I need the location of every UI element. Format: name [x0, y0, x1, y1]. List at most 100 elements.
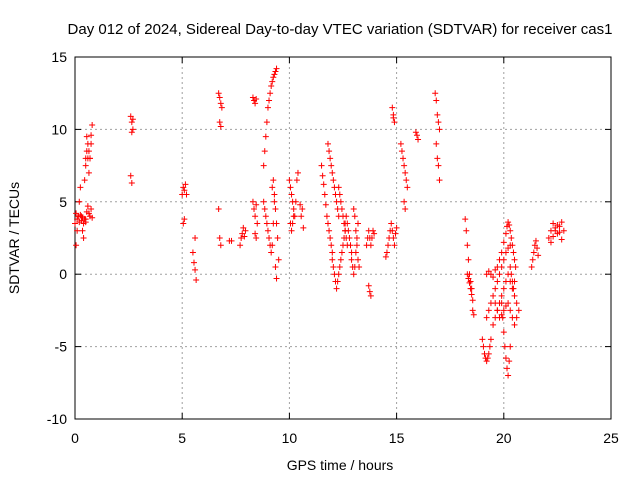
data-point [511, 278, 518, 285]
data-point [251, 206, 258, 213]
data-point [490, 321, 497, 328]
data-point [324, 220, 331, 227]
data-point [413, 132, 420, 139]
data-point [494, 263, 501, 270]
data-point [299, 206, 306, 213]
data-point [300, 224, 307, 231]
data-point [274, 235, 281, 241]
data-point [254, 220, 261, 227]
data-point [129, 126, 136, 133]
data-point [320, 181, 327, 188]
data-point [216, 235, 223, 241]
data-point [510, 249, 517, 256]
data-point [483, 358, 490, 365]
data-point [238, 235, 245, 241]
data-point [470, 311, 477, 318]
data-point [271, 71, 278, 78]
data-point [297, 201, 304, 208]
data-point [249, 198, 256, 205]
x-tick-label: 15 [389, 430, 405, 446]
data-point [269, 242, 276, 249]
data-point [433, 140, 440, 147]
data-point [330, 263, 337, 270]
data-point [508, 271, 515, 278]
data-point [435, 119, 442, 126]
data-point [333, 285, 340, 292]
data-point [290, 213, 297, 220]
data-point [389, 227, 396, 234]
y-tick-label: -5 [55, 339, 68, 355]
data-point [498, 292, 505, 299]
data-point [82, 162, 89, 169]
data-point [353, 242, 360, 249]
data-point [85, 169, 92, 176]
data-point [508, 235, 515, 241]
data-point [385, 242, 392, 249]
data-point [485, 307, 492, 314]
data-point [269, 184, 276, 191]
y-tick-label: -10 [47, 411, 67, 427]
data-point [273, 275, 280, 282]
data-point [88, 132, 95, 139]
data-point [502, 355, 509, 362]
data-point [388, 220, 395, 227]
data-point [83, 133, 90, 140]
data-point [242, 227, 249, 234]
data-point [272, 68, 279, 75]
data-point [465, 256, 472, 263]
y-tick-label: 15 [51, 49, 67, 65]
data-point [323, 213, 330, 220]
data-point [509, 242, 516, 249]
data-point [81, 177, 88, 184]
data-point [393, 224, 400, 231]
data-point [338, 206, 345, 213]
data-point [127, 172, 134, 179]
data-point [500, 239, 507, 246]
data-point [492, 285, 499, 292]
data-point [89, 214, 96, 221]
data-point [366, 288, 373, 295]
data-point [330, 177, 337, 184]
data-point [288, 191, 295, 198]
data-point [272, 263, 279, 270]
data-point [529, 256, 536, 263]
data-point [556, 229, 563, 236]
data-point [494, 278, 501, 285]
data-point [181, 216, 188, 223]
data-point [434, 155, 441, 162]
data-point [490, 274, 497, 281]
data-point [183, 191, 190, 198]
data-point [500, 285, 507, 292]
data-point [347, 242, 354, 249]
data-point [270, 177, 277, 184]
data-point [498, 249, 505, 256]
data-point [350, 271, 357, 278]
data-point [535, 252, 542, 259]
data-point [252, 100, 259, 107]
data-point [512, 263, 519, 270]
data-point [346, 235, 353, 241]
data-point [298, 213, 305, 220]
data-point [326, 227, 333, 234]
data-point [466, 279, 473, 286]
data-point [262, 213, 269, 220]
data-point [192, 235, 199, 241]
data-point [264, 104, 271, 111]
data-point [468, 291, 475, 298]
data-point [506, 221, 513, 228]
data-point [464, 242, 471, 249]
data-point [322, 201, 329, 208]
data-point [326, 148, 333, 155]
data-point [351, 213, 358, 220]
data-point [367, 292, 374, 299]
data-point [260, 162, 267, 169]
data-point [465, 275, 472, 282]
data-point [286, 177, 293, 184]
data-point [507, 343, 514, 350]
data-point [84, 203, 91, 210]
data-point [337, 256, 344, 263]
data-point [435, 162, 442, 169]
data-point [496, 256, 503, 263]
data-point [485, 350, 492, 357]
data-point [319, 172, 326, 179]
